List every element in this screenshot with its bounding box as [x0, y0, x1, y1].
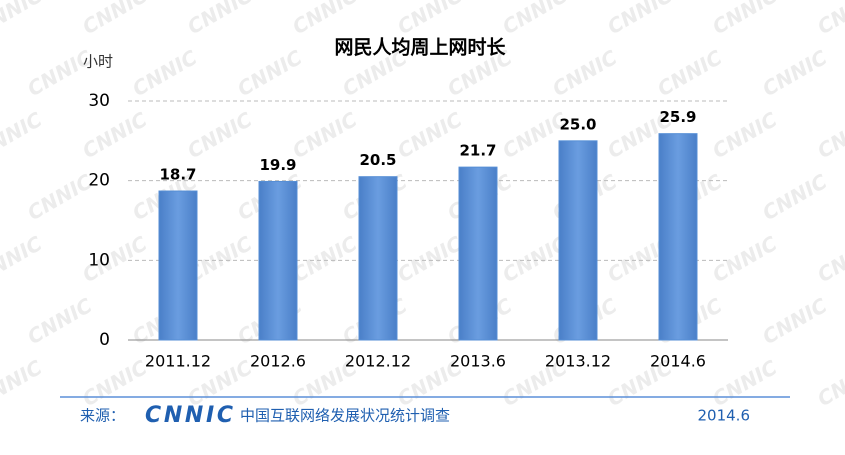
watermark: CNNIC: [23, 293, 96, 349]
watermark: CNNIC: [813, 355, 845, 411]
watermark: CNNIC: [498, 0, 571, 39]
x-tick-label: 2013.12: [545, 352, 611, 371]
value-label: 20.5: [359, 151, 396, 169]
watermark: CNNIC: [393, 231, 466, 287]
watermark: CNNIC: [813, 0, 845, 39]
bar: [258, 180, 298, 341]
y-tick-label: 10: [88, 250, 110, 270]
source-org: 中国互联网络发展状况统计调查: [240, 407, 450, 425]
watermark: CNNIC: [708, 355, 781, 411]
watermarks: CNNIC CNNIC CNNIC CNNIC CNNIC CNNIC CNNIC CNNIC…: [0, 0, 845, 411]
watermark: CNNIC: [0, 0, 46, 39]
watermark: CNNIC: [758, 293, 831, 349]
watermark: CNNIC: [288, 107, 361, 163]
watermark: CNNIC: [128, 45, 201, 101]
bar: [158, 190, 198, 341]
source-date: 2014.6: [698, 407, 751, 425]
watermark: CNNIC: [183, 107, 256, 163]
y-axis-label: 小时: [83, 53, 113, 71]
x-tick-label: 2014.6: [650, 352, 706, 371]
bar: [458, 166, 498, 341]
watermark: CNNIC: [78, 355, 151, 411]
watermark: CNNIC: [708, 231, 781, 287]
watermark: CNNIC: [758, 45, 831, 101]
x-tick-label: 2013.6: [450, 352, 506, 371]
watermark: CNNIC: [758, 169, 831, 225]
watermark: CNNIC: [78, 107, 151, 163]
y-tick-label: 30: [88, 91, 110, 111]
value-label: 19.9: [259, 156, 296, 174]
watermark: CNNIC: [393, 0, 466, 39]
watermark: CNNIC: [813, 107, 845, 163]
bar: [358, 176, 398, 341]
watermark: CNNIC: [233, 45, 306, 101]
watermark: CNNIC: [78, 0, 151, 39]
watermark: CNNIC: [0, 231, 46, 287]
bar: [558, 140, 598, 341]
x-tick-label: 2012.12: [345, 352, 411, 371]
watermark: CNNIC: [708, 0, 781, 39]
watermark: CNNIC: [653, 45, 726, 101]
x-tick-label: 2011.12: [145, 352, 211, 371]
watermark: CNNIC: [393, 107, 466, 163]
watermark: CNNIC: [23, 169, 96, 225]
watermark: CNNIC: [548, 45, 621, 101]
watermark: CNNIC: [0, 355, 46, 411]
watermark: CNNIC: [603, 0, 676, 39]
source-label: 来源：: [80, 407, 125, 425]
logo: CNNIC: [145, 403, 233, 428]
y-tick-label: 0: [99, 330, 110, 350]
watermark: CNNIC: [183, 0, 256, 39]
value-label: 25.0: [559, 115, 596, 133]
watermark: CNNIC: [0, 107, 46, 163]
watermark: CNNIC: [708, 107, 781, 163]
watermark: CNNIC: [288, 231, 361, 287]
y-tick-label: 20: [88, 171, 110, 191]
x-tick-label: 2012.6: [250, 352, 306, 371]
bar: [658, 133, 698, 341]
value-label: 18.7: [159, 166, 196, 184]
value-label: 21.7: [459, 142, 496, 160]
value-label: 25.9: [659, 108, 696, 126]
watermark: CNNIC: [813, 231, 845, 287]
watermark: CNNIC: [288, 0, 361, 39]
chart-title: 网民人均周上网时长: [334, 36, 506, 59]
